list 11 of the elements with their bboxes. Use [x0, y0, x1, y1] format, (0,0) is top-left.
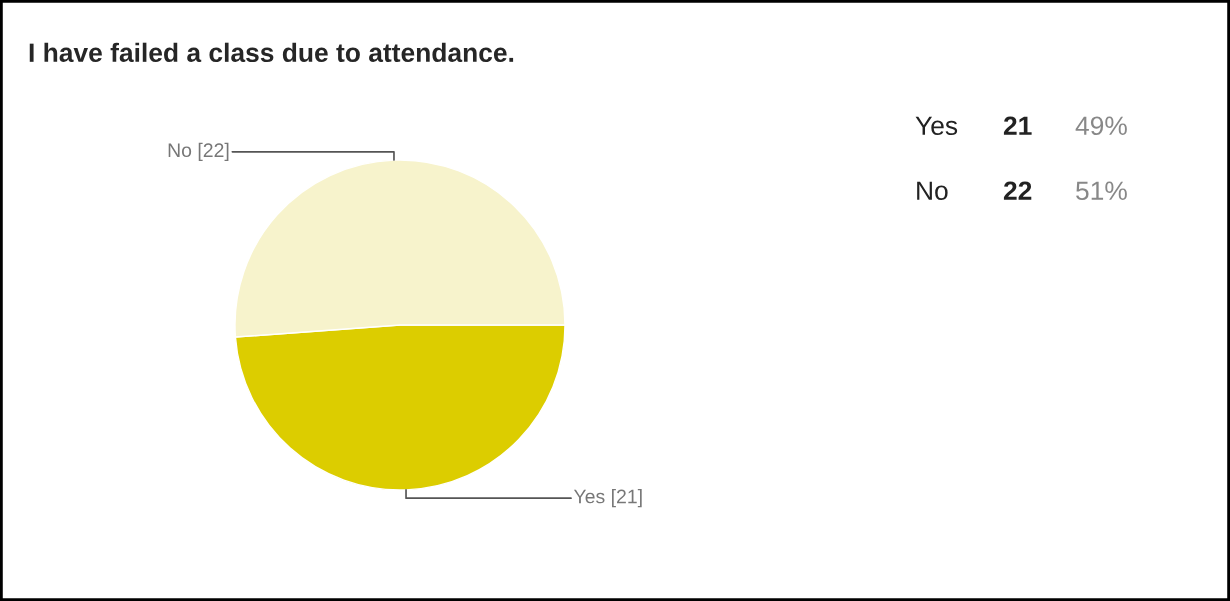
text: 49% — [1075, 116, 1127, 136]
data-label: [21] — [612, 489, 642, 508]
text: Yes — [915, 116, 958, 136]
data-label: [22] — [198, 142, 229, 161]
text: 22 — [1003, 181, 1032, 200]
text: 21 — [1003, 116, 1032, 135]
text: No — [917, 181, 948, 201]
text: 51% — [1076, 181, 1127, 201]
slice-label: No — [168, 143, 192, 158]
slice-label: Yes — [573, 489, 605, 504]
chart-title: I have failed a class due to attendance. — [29, 42, 514, 63]
